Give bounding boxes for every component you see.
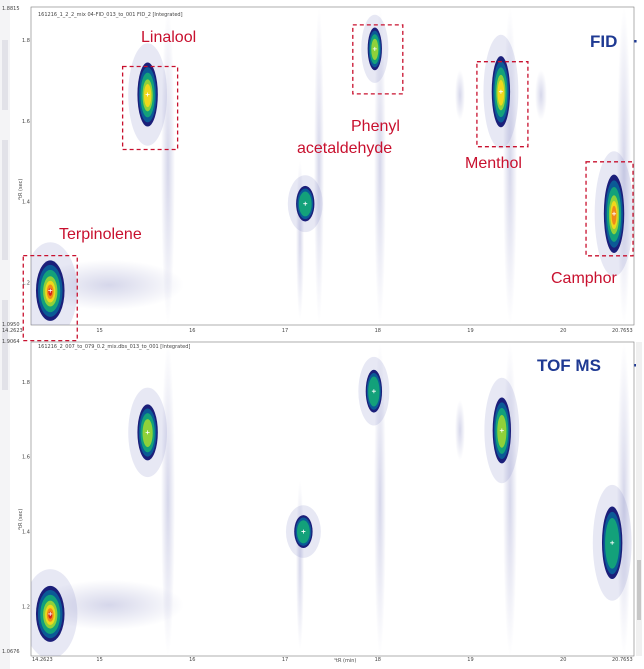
- peak-apex-marker: [612, 211, 617, 216]
- fid-peak-camphor: [594, 151, 634, 277]
- annotation-acetaldehyde: acetaldehyde: [297, 140, 392, 157]
- left-toolbar-strip: [0, 0, 10, 669]
- tof-peak-unlabeled-5: [285, 505, 321, 558]
- fid-panel: 161216_1_2_2_mix 04-FID_013_to_001 FID_2…: [2, 6, 639, 342]
- tof-peak-terpinolene: [31, 569, 78, 656]
- fid-background-streaks: [34, 7, 631, 325]
- tof-x-axis-max: 20.7653: [612, 657, 633, 663]
- y-tick-label: 1.8: [22, 38, 30, 44]
- tof-y-axis-label: ²tR (sec): [18, 509, 24, 530]
- peak-apex-marker: [48, 611, 53, 616]
- tof-peak-camphor: [592, 484, 632, 601]
- x-tick-label: 16: [189, 657, 195, 663]
- highlight-box-linalool: [121, 65, 179, 151]
- fid-x-axis-min: 14.2623: [2, 328, 23, 334]
- fid-peak-terpinolene: [31, 242, 78, 325]
- x-tick-label: 15: [96, 328, 102, 334]
- toolbar-segment: [2, 40, 8, 110]
- y-tick-label: 1.2: [22, 604, 30, 610]
- toolbar-segment: [2, 300, 8, 390]
- x-tick-label: 16: [189, 328, 195, 334]
- x-tick-label: 18: [375, 328, 381, 334]
- annotation-camphor: Camphor: [551, 270, 617, 287]
- peak-apex-marker: [48, 288, 53, 293]
- fid-peaks-layer: [31, 14, 634, 325]
- x-tick-label: 19: [467, 328, 473, 334]
- fid-peak-linalool: [128, 43, 168, 146]
- x-tick-label: 17: [282, 328, 288, 334]
- tof-scrollbar-track[interactable]: [636, 342, 642, 656]
- tof-label-dot: ·: [633, 356, 639, 375]
- fid-detector-label: FID: [590, 32, 617, 51]
- tof-peak-linalool: [128, 387, 168, 478]
- tof-detector-label: TOF MS: [537, 356, 601, 375]
- peak-apex-marker: [145, 92, 150, 97]
- fid-y-axis-label: ²tR (sec): [18, 179, 24, 200]
- fid-peak-unlabeled-5: [287, 175, 323, 233]
- y-tick-label: 1.6: [22, 455, 30, 461]
- tof-tick-labels: 15 16 17 18 19 20 1.8 1.6 1.4 1.2: [22, 380, 566, 663]
- fid-y-axis-max: 1.8815: [2, 6, 20, 12]
- peak-apex-marker: [499, 428, 504, 433]
- fid-x-axis-max: 20.7653: [612, 328, 633, 334]
- x-tick-label: 20: [560, 328, 566, 334]
- tof-scrollbar-thumb[interactable]: [637, 560, 641, 620]
- fid-tick-labels: 15 16 17 18 19 20 1.8 1.6 1.4 1.2: [22, 38, 566, 334]
- y-tick-label: 1.4: [22, 530, 30, 536]
- fid-file-title: 161216_1_2_2_mix 04-FID_013_to_001 FID_2…: [38, 12, 183, 18]
- peak-apex-marker: [372, 46, 377, 51]
- x-tick-label: 15: [96, 657, 102, 663]
- tof-y-axis-max: 1.9064: [2, 339, 20, 345]
- peak-apex-marker: [145, 430, 150, 435]
- tof-panel: 161216_2_007_to_079_0.2_mix.dbs_013_to_0…: [2, 339, 639, 664]
- toolbar-segment: [2, 140, 8, 260]
- annotation-menthol: Menthol: [465, 155, 522, 172]
- peak-apex-marker: [610, 540, 615, 545]
- tof-peaks-layer: [31, 356, 632, 656]
- fid-y-axis-min: 1.0950: [2, 322, 20, 328]
- fid-label-dot: ·: [633, 32, 639, 51]
- annotation-phenyl: Phenyl: [351, 118, 400, 135]
- highlight-box-phenyl-acetaldehyde: [352, 24, 404, 95]
- x-tick-label: 18: [375, 657, 381, 663]
- highlight-box-camphor: [585, 161, 634, 257]
- fid-peak-phenyl-acetaldehyde: [361, 14, 389, 84]
- x-tick-label: 20: [560, 657, 566, 663]
- peak-apex-marker: [303, 201, 308, 206]
- peak-apex-marker: [498, 89, 503, 94]
- x-tick-label: 17: [282, 657, 288, 663]
- tof-x-axis-min: 14.2623: [32, 657, 53, 663]
- annotation-terpinolene: Terpinolene: [59, 226, 142, 243]
- tof-peak-phenyl-acetaldehyde: [358, 356, 390, 426]
- fid-highlight-boxes: [22, 24, 634, 342]
- y-tick-label: 1.2: [22, 281, 30, 287]
- fid-peak-menthol: [483, 34, 519, 149]
- peak-apex-marker: [371, 389, 376, 394]
- y-tick-label: 1.4: [22, 200, 30, 206]
- y-tick-label: 1.8: [22, 380, 30, 386]
- highlight-box-menthol: [476, 61, 529, 148]
- x-tick-label: 19: [467, 657, 473, 663]
- peak-apex-marker: [301, 529, 306, 534]
- tof-file-title: 161216_2_007_to_079_0.2_mix.dbs_013_to_0…: [38, 344, 190, 350]
- tof-peak-menthol: [484, 377, 520, 484]
- tof-x-axis-label: ¹tR (min): [334, 658, 356, 664]
- tof-y-axis-min: 1.0676: [2, 649, 20, 655]
- y-tick-label: 1.6: [22, 119, 30, 125]
- annotation-linalool: Linalool: [141, 29, 196, 46]
